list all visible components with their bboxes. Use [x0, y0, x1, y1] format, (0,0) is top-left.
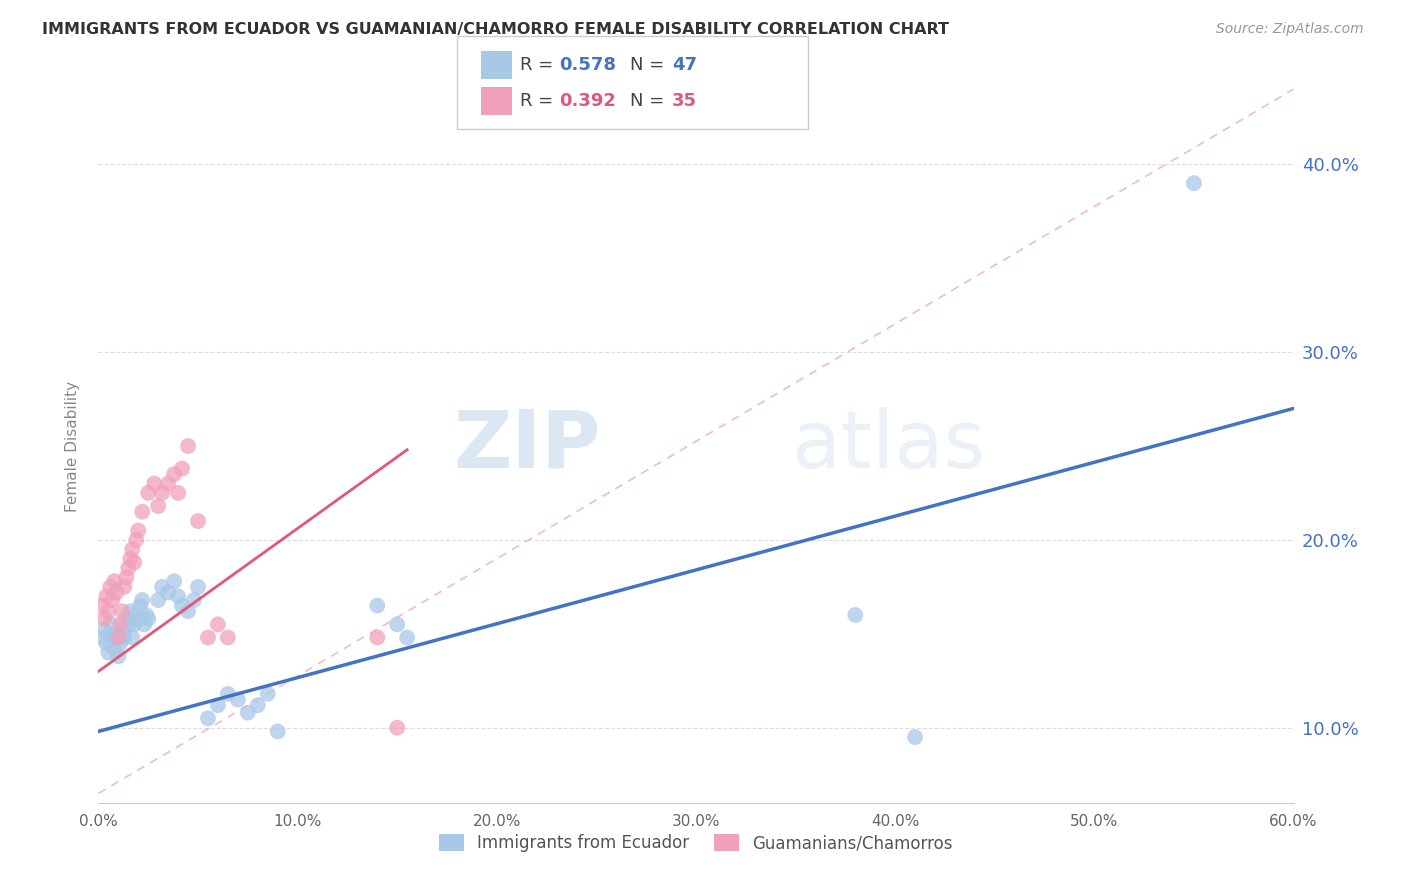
Point: [167, 589, 190, 603]
Text: atlas: atlas: [792, 407, 986, 485]
Point: [187, 580, 209, 594]
Point: [121, 542, 143, 557]
Point: [97, 646, 120, 660]
Point: [93, 623, 115, 637]
Point: [197, 711, 219, 725]
Point: [115, 570, 138, 584]
Point: [103, 641, 125, 656]
Point: [134, 617, 156, 632]
Text: N =: N =: [630, 92, 669, 110]
Point: [148, 499, 170, 513]
Point: [207, 698, 229, 713]
Point: [207, 617, 229, 632]
Point: [172, 599, 194, 613]
Point: [148, 593, 170, 607]
Point: [112, 580, 135, 594]
Point: [98, 580, 122, 594]
Point: [129, 599, 152, 613]
Point: [91, 631, 114, 645]
Text: R =: R =: [520, 56, 560, 74]
Point: [117, 617, 139, 632]
Text: ZIP: ZIP: [453, 407, 600, 485]
Point: [183, 593, 205, 607]
Point: [246, 698, 269, 713]
Point: [121, 631, 143, 645]
Point: [143, 476, 166, 491]
Point: [136, 612, 159, 626]
Point: [97, 604, 120, 618]
Point: [163, 467, 186, 482]
Point: [93, 612, 115, 626]
Point: [904, 730, 927, 744]
Point: [107, 631, 129, 645]
Point: [150, 486, 173, 500]
Text: 47: 47: [672, 56, 697, 74]
Y-axis label: Female Disability: Female Disability: [65, 380, 80, 512]
Point: [127, 612, 149, 626]
Point: [135, 607, 157, 622]
Point: [226, 692, 249, 706]
Point: [101, 593, 124, 607]
Point: [385, 617, 409, 632]
Point: [120, 551, 142, 566]
Point: [103, 574, 125, 589]
Point: [112, 631, 135, 645]
Point: [120, 604, 142, 618]
Point: [256, 687, 278, 701]
Point: [131, 593, 153, 607]
Point: [177, 439, 200, 453]
Point: [117, 561, 139, 575]
Point: [177, 604, 200, 618]
Point: [1182, 176, 1205, 190]
Point: [111, 604, 134, 618]
Text: N =: N =: [630, 56, 669, 74]
Point: [96, 589, 118, 603]
Point: [366, 599, 388, 613]
Point: [267, 724, 290, 739]
Point: [163, 574, 186, 589]
Point: [98, 617, 122, 632]
Text: Source: ZipAtlas.com: Source: ZipAtlas.com: [1216, 22, 1364, 37]
Point: [217, 631, 239, 645]
Point: [124, 556, 146, 570]
Point: [125, 607, 148, 622]
Point: [115, 612, 138, 626]
Point: [105, 627, 128, 641]
Point: [105, 585, 128, 599]
Point: [217, 687, 239, 701]
Point: [396, 631, 419, 645]
Legend: Immigrants from Ecuador, Guamanians/Chamorros: Immigrants from Ecuador, Guamanians/Cham…: [432, 827, 960, 859]
Text: R =: R =: [520, 92, 560, 110]
Point: [236, 706, 259, 720]
Point: [110, 617, 132, 632]
Point: [136, 486, 159, 500]
Point: [167, 486, 190, 500]
Point: [125, 533, 148, 547]
Point: [101, 631, 124, 645]
Point: [124, 617, 146, 632]
Text: 0.578: 0.578: [560, 56, 617, 74]
Point: [197, 631, 219, 645]
Point: [127, 524, 149, 538]
Point: [187, 514, 209, 528]
Point: [172, 461, 194, 475]
Point: [150, 580, 173, 594]
Point: [96, 636, 118, 650]
Point: [131, 505, 153, 519]
Point: [110, 636, 132, 650]
Point: [366, 631, 388, 645]
Point: [111, 623, 134, 637]
Point: [157, 585, 180, 599]
Point: [844, 607, 866, 622]
Point: [385, 721, 409, 735]
Point: [91, 599, 114, 613]
Point: [107, 649, 129, 664]
Text: IMMIGRANTS FROM ECUADOR VS GUAMANIAN/CHAMORRO FEMALE DISABILITY CORRELATION CHAR: IMMIGRANTS FROM ECUADOR VS GUAMANIAN/CHA…: [42, 22, 949, 37]
Point: [157, 476, 180, 491]
Text: 35: 35: [672, 92, 697, 110]
Text: 0.392: 0.392: [560, 92, 616, 110]
